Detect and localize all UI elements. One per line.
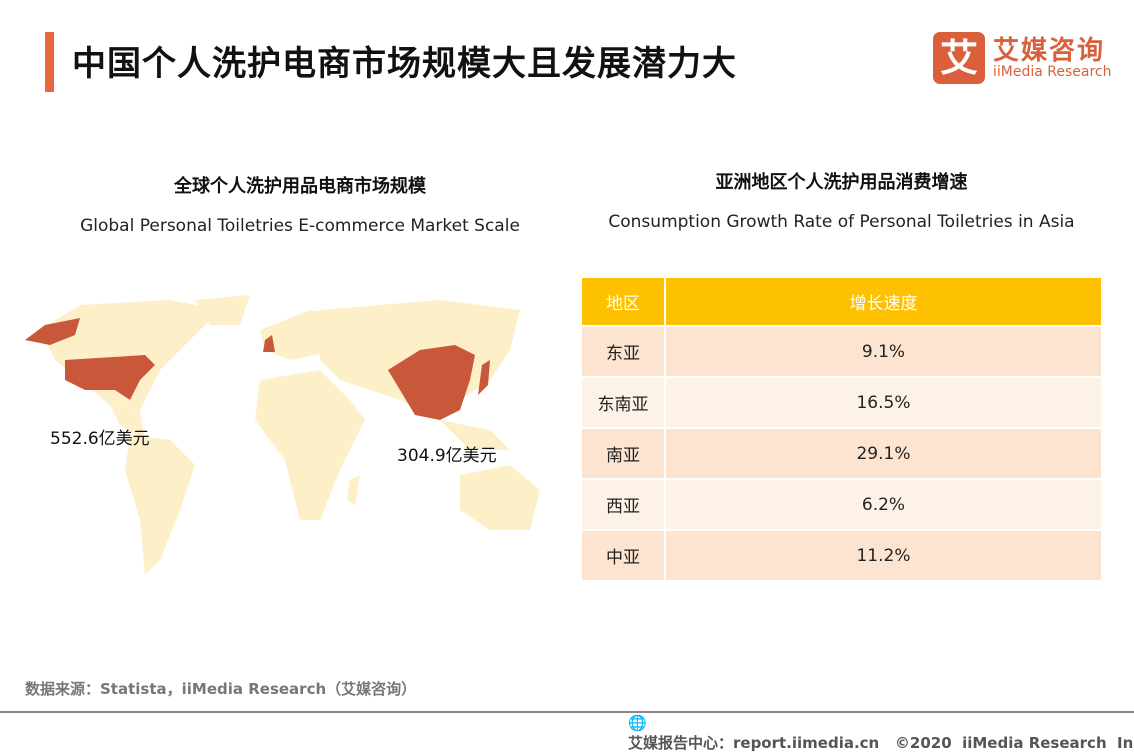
- japan-highlight: [478, 360, 490, 395]
- logo-cn: 艾媒咨询: [993, 36, 1106, 66]
- table-row: 中亚 11.2%: [582, 529, 1101, 580]
- usa-highlight: [65, 355, 155, 400]
- uk-highlight: [263, 335, 275, 352]
- map-title-cn: 全球个人洗护用品电商市场规模: [174, 176, 426, 197]
- table-row: 西亚 6.2%: [582, 478, 1101, 530]
- globe-icon: 🌐: [628, 714, 647, 732]
- region-cell: 西亚: [582, 478, 666, 530]
- growth-cell: 6.2%: [665, 478, 1101, 530]
- source-note: 数据来源：Statista，iiMedia Research（艾媒咨询）: [25, 680, 417, 698]
- china-value-label: 304.9亿美元: [397, 446, 497, 466]
- header-growth: 增长速度: [665, 278, 1101, 326]
- growth-cell: 9.1%: [665, 325, 1101, 377]
- table-header: 地区 增长速度: [582, 278, 1101, 326]
- page-title: 中国个人洗护电商市场规模大且发展潜力大: [72, 44, 737, 84]
- region-cell: 东南亚: [582, 376, 666, 428]
- table-row: 东南亚 16.5%: [582, 376, 1101, 428]
- table-row: 南亚 29.1%: [582, 427, 1101, 479]
- table-title-cn: 亚洲地区个人洗护用品消费增速: [715, 172, 968, 193]
- footer-divider: [0, 711, 1134, 713]
- table-row: 东亚 9.1%: [582, 325, 1101, 377]
- footer: 🌐 艾媒报告中心：report.iimedia.cn ©2020 iiMedia…: [628, 714, 1134, 753]
- china-highlight: [388, 345, 475, 420]
- growth-cell: 11.2%: [665, 529, 1101, 580]
- africa: [255, 370, 365, 520]
- southeast-asia: [440, 420, 510, 450]
- region-cell: 东亚: [582, 325, 666, 377]
- logo-mark: 艾: [933, 32, 985, 84]
- logo-en: iiMedia Research: [993, 64, 1112, 80]
- title-accent-bar: [45, 32, 54, 92]
- growth-cell: 29.1%: [665, 427, 1101, 479]
- region-cell: 中亚: [582, 529, 666, 580]
- region-cell: 南亚: [582, 427, 666, 479]
- world-map: [25, 295, 540, 575]
- alaska-highlight: [25, 318, 80, 345]
- map-title-en: Global Personal Toiletries E-commerce Ma…: [80, 216, 520, 236]
- header-region: 地区: [582, 278, 666, 326]
- table-title-en: Consumption Growth Rate of Personal Toil…: [608, 212, 1075, 232]
- usa-value-label: 552.6亿美元: [50, 429, 150, 449]
- australia: [460, 465, 540, 530]
- central-america: [110, 405, 145, 440]
- greenland: [195, 295, 250, 325]
- madagascar: [347, 475, 360, 505]
- growth-cell: 16.5%: [665, 376, 1101, 428]
- growth-table: 地区 增长速度 东亚 9.1% 东南亚 16.5% 南亚 29.1% 西亚 6.2% 中…: [582, 278, 1101, 580]
- logo: 艾 艾媒咨询 iiMedia Research: [933, 32, 1113, 84]
- south-america: [125, 435, 195, 575]
